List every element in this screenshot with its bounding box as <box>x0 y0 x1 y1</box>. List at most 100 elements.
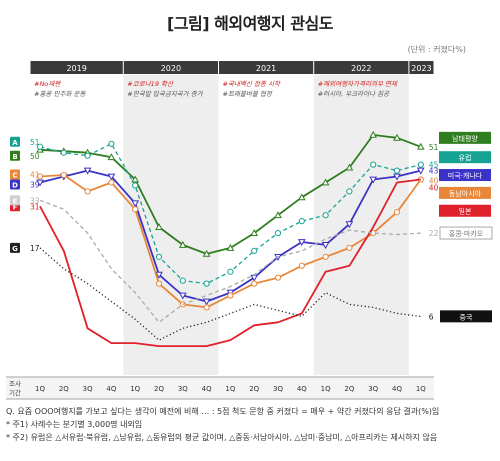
data-point <box>227 292 234 299</box>
series-start-value: 39 <box>30 180 40 189</box>
legend-item <box>439 169 491 182</box>
x-axis-band <box>6 377 434 399</box>
data-point <box>60 171 67 179</box>
series-letter-badge <box>10 136 20 147</box>
legend-item <box>439 151 491 164</box>
data-point <box>346 188 353 195</box>
data-point <box>346 244 353 252</box>
series-end-value: 22 <box>429 229 439 238</box>
series-letter: F <box>13 203 18 211</box>
series-end-value: 51 <box>429 143 439 152</box>
series-start-value: 51 <box>30 138 40 147</box>
data-point <box>393 209 401 216</box>
event-subtitle: #한국발 입국금지국가 증가 <box>127 90 203 98</box>
year-header-label: 2021 <box>256 64 276 73</box>
series-end-value: 40 <box>429 184 439 193</box>
x-tick-label: 3Q <box>273 385 283 393</box>
series-label-box <box>439 226 493 240</box>
data-point <box>108 179 115 186</box>
data-point <box>178 240 187 248</box>
series-letter-badge <box>10 169 20 180</box>
data-point <box>393 173 401 181</box>
legend-label: 유럽 <box>459 153 472 162</box>
year-header-label: 2019 <box>66 64 86 73</box>
data-point <box>107 153 116 161</box>
legend-label: 동남아시아 <box>449 189 482 198</box>
data-point <box>202 298 211 306</box>
data-point <box>155 223 163 230</box>
data-point <box>345 221 354 229</box>
year-header-cell <box>314 61 409 74</box>
footnote-2: * 주2) 유럽은 △서유럽·북유럽, △남유럽, △동유럽의 평균 값이며, … <box>6 433 438 442</box>
event-title: #해외여행자가격리의무 면제 <box>318 80 398 88</box>
x-axis-row-label: 기간 <box>9 388 21 397</box>
data-point <box>226 243 235 251</box>
data-point <box>84 152 91 159</box>
x-tick-label: 3Q <box>83 385 93 393</box>
data-point <box>369 176 378 184</box>
x-tick-label: 2Q <box>154 385 164 393</box>
x-tick-label: 1Q <box>130 385 140 393</box>
data-point <box>155 253 163 260</box>
series-start-value: 50 <box>30 152 40 161</box>
data-point <box>60 149 67 156</box>
x-tick-label: 1Q <box>225 385 235 393</box>
data-point <box>36 143 44 150</box>
data-point <box>370 161 377 168</box>
data-point <box>393 167 401 174</box>
data-point <box>203 280 210 287</box>
series-end-value: 43 <box>429 167 439 176</box>
legend-label: 미국·캐나다 <box>448 171 483 180</box>
x-tick-label: 4Q <box>202 385 212 393</box>
data-point <box>36 173 44 180</box>
data-point <box>36 179 44 187</box>
data-point <box>178 292 187 300</box>
series-start-value: 17 <box>30 244 40 253</box>
x-tick-label: 1Q <box>416 385 426 393</box>
data-point <box>84 188 91 195</box>
event-subtitle: #홍콩 민주화 운동 <box>34 90 86 98</box>
x-tick-label: 3Q <box>178 385 188 393</box>
x-tick-label: 1Q <box>321 385 331 393</box>
series-start-value: 33 <box>30 196 40 205</box>
x-tick-label: 1Q <box>35 385 45 393</box>
series-label: 중국 <box>460 313 473 321</box>
event-title: #코로나19 확산 <box>127 80 174 88</box>
data-point <box>321 178 330 186</box>
series-start-value: 41 <box>30 171 40 180</box>
year-shade-band <box>313 75 409 375</box>
footnote-1: * 주1) 사례수는 분기별 3,000명 내외임 <box>6 420 143 429</box>
data-point <box>132 182 139 189</box>
year-header-label: 2022 <box>351 64 371 73</box>
data-point <box>345 163 354 171</box>
data-point <box>274 274 282 281</box>
x-tick-label: 2Q <box>344 385 354 393</box>
series-a <box>36 140 424 287</box>
series-label-box <box>440 310 492 323</box>
series-g <box>39 247 421 341</box>
year-header-cell <box>30 61 123 74</box>
series-letter: A <box>12 139 18 147</box>
series-start-value: 31 <box>30 202 40 211</box>
data-point <box>321 242 330 249</box>
year-header-label: 2023 <box>411 64 431 73</box>
series-label: 홍콩·마카오 <box>449 229 484 238</box>
data-point <box>416 167 425 175</box>
data-point <box>155 280 163 287</box>
event-subtitle: #트래블버블 협정 <box>223 90 273 98</box>
legend-item <box>439 204 491 217</box>
data-point <box>155 271 163 279</box>
x-axis-row-label: 조사 <box>9 379 21 388</box>
data-point <box>274 229 282 237</box>
series-letter: E <box>13 197 18 205</box>
series-line <box>39 178 421 348</box>
series-letter-badge <box>10 195 20 206</box>
data-point <box>131 200 140 208</box>
series-c <box>36 171 424 311</box>
data-point <box>297 239 306 247</box>
data-point <box>274 211 282 219</box>
year-header-cell <box>409 61 434 74</box>
x-tick-label: 3Q <box>368 385 378 393</box>
unit-note: (단위 : 커졌다%) <box>407 45 466 54</box>
